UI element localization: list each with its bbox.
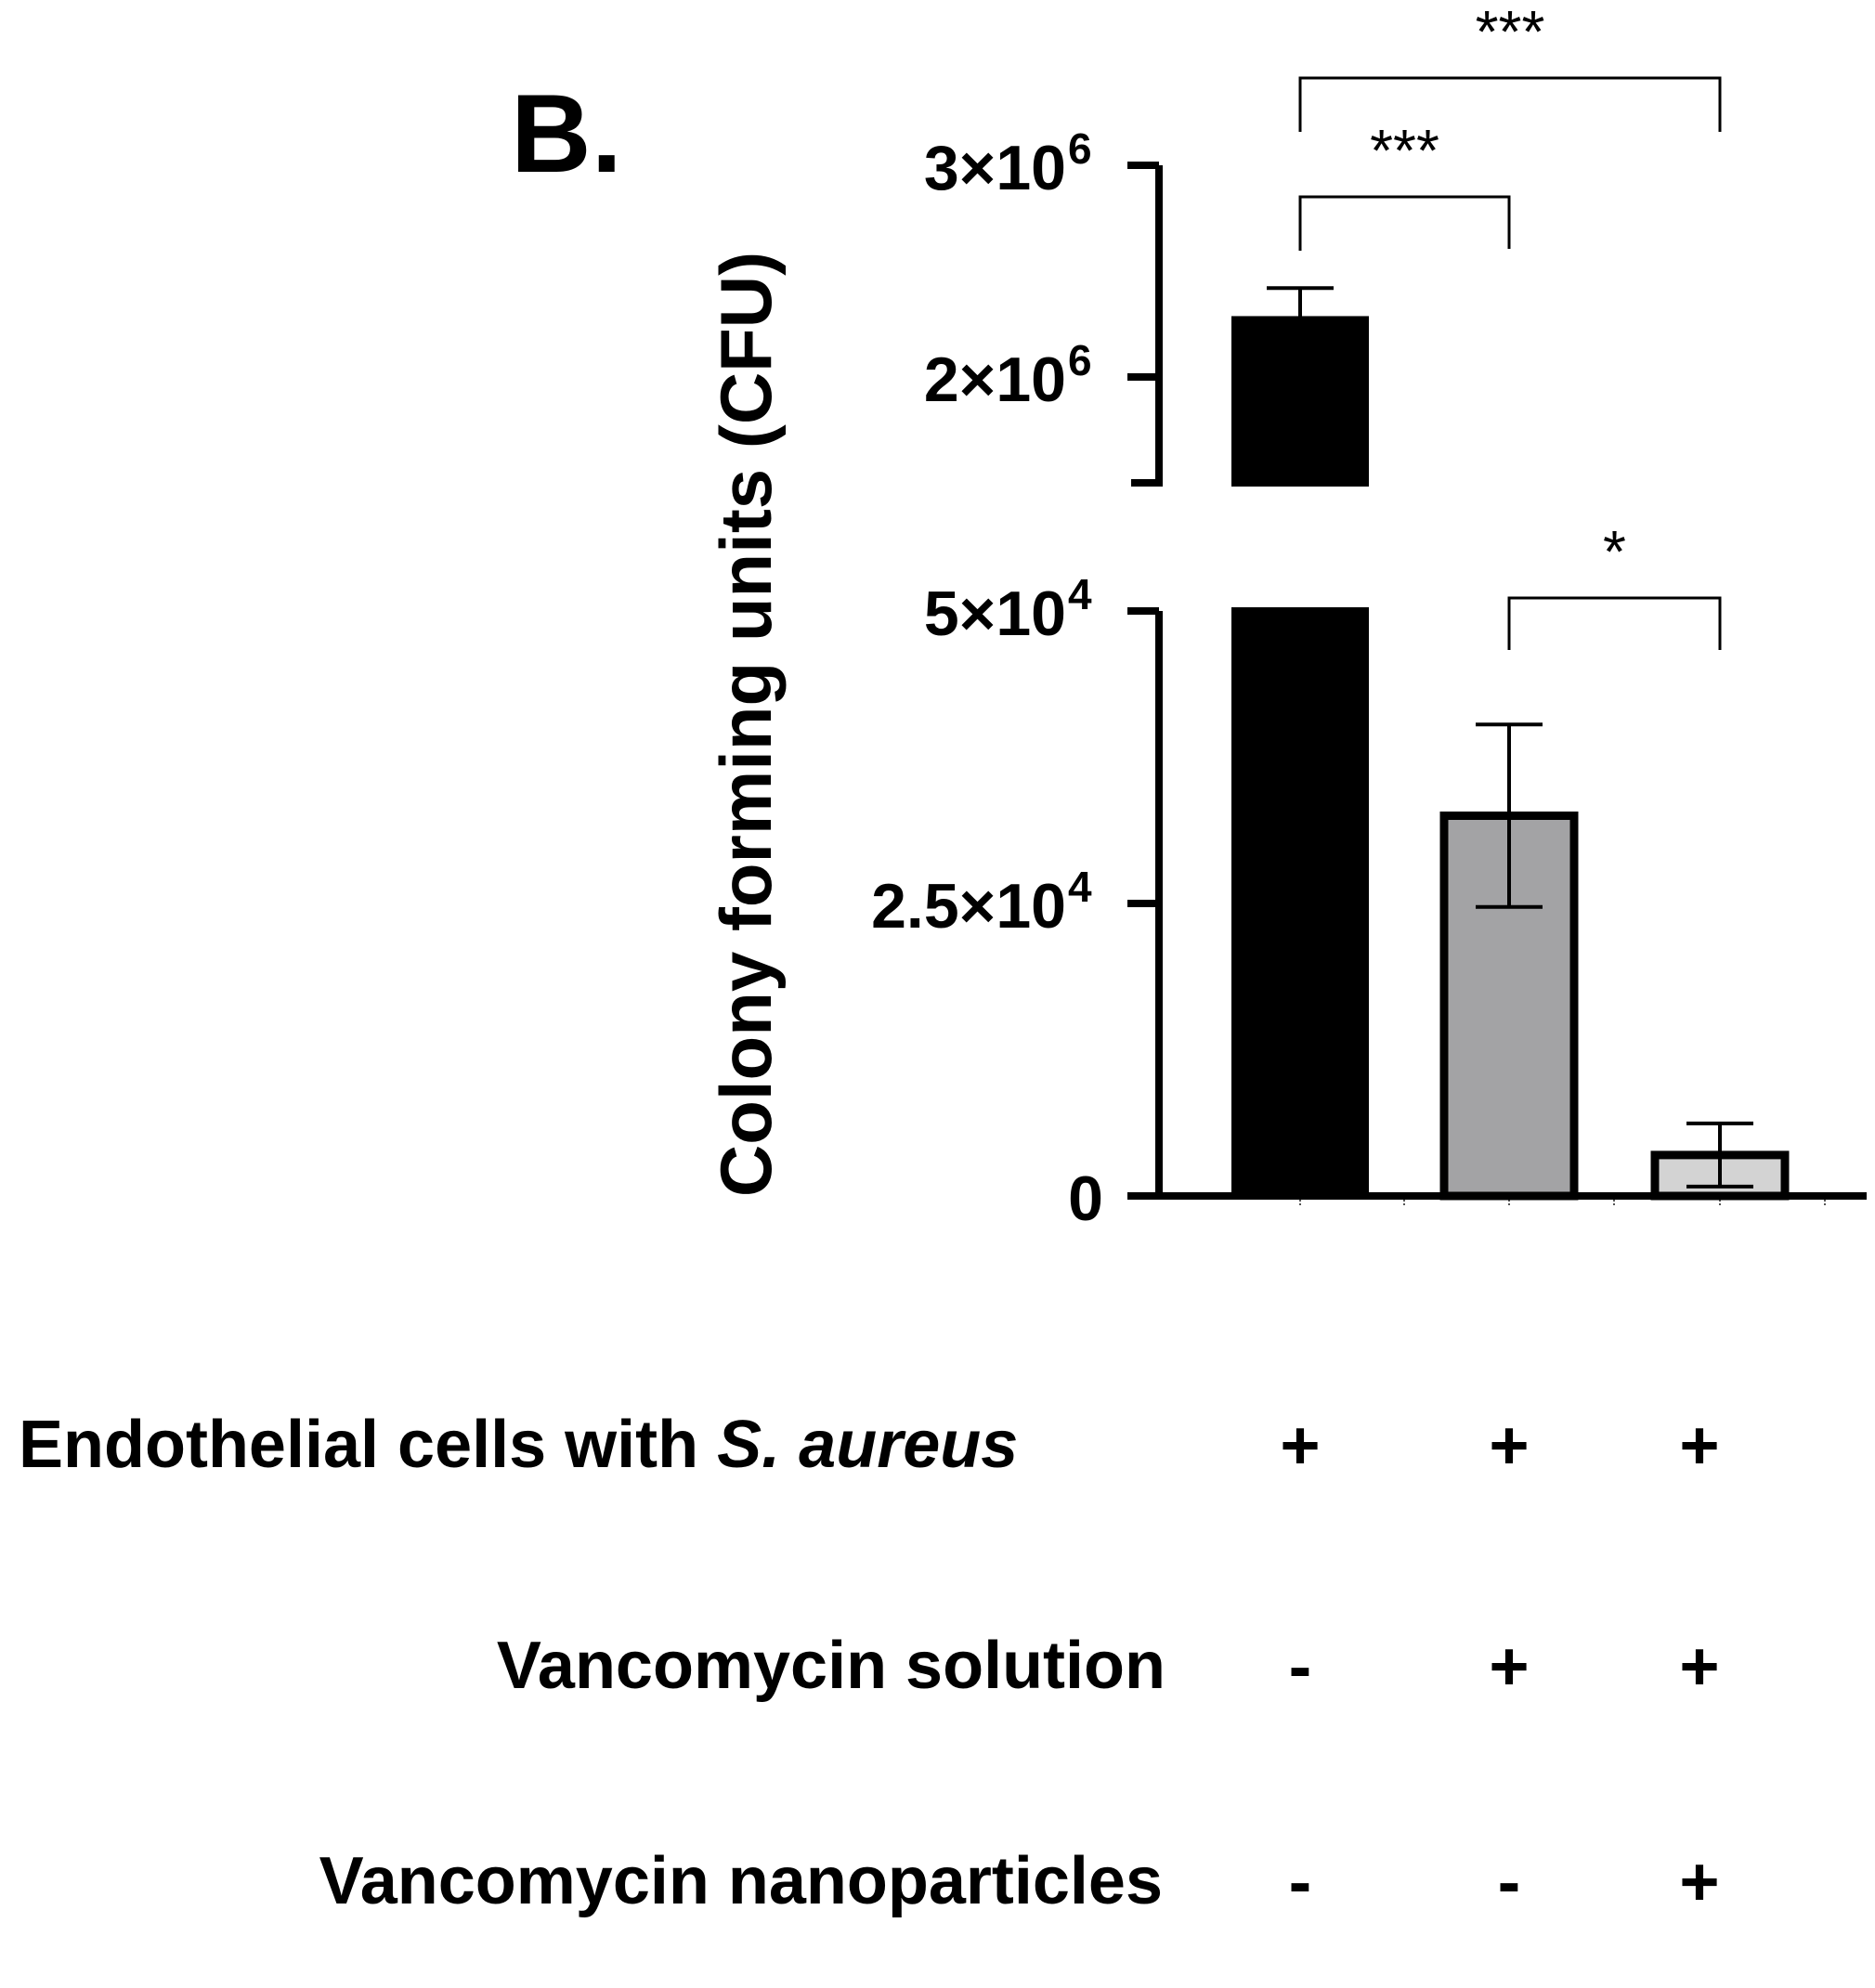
y-tick-label: 5×10 [924,578,1066,649]
condition-mark: - [1289,1628,1312,1705]
significance-label: * [1603,518,1626,585]
condition-mark: + [1489,1628,1529,1705]
condition-label: Vancomycin nanoparticles [319,1844,1163,1918]
condition-mark: + [1280,1407,1320,1484]
y-tick-label: 2×10 [924,344,1066,415]
bar-lower [1231,607,1369,1200]
significance-label: *** [1476,0,1545,65]
y-tick-exponent: 4 [1068,570,1092,618]
y-tick-exponent: 6 [1068,336,1092,384]
condition-label: Vancomycin solution [497,1629,1165,1703]
y-axis-label: Colony forming units (CFU) [705,252,787,1197]
significance-brackets: ******* [1298,0,1722,650]
y-ticks: 02.5×10 45×10 42×10 63×10 6 [871,124,1159,1234]
y-tick-exponent: 4 [1068,863,1092,911]
condition-mark: - [1289,1843,1312,1920]
condition-mark: - [1498,1843,1521,1920]
y-tick-label: 3×10 [924,133,1066,203]
condition-mark: + [1679,1407,1719,1484]
condition-mark: + [1489,1407,1529,1484]
bar-upper [1231,316,1369,487]
panel-label: B. [511,71,622,196]
y-tick-label: 2.5×10 [871,871,1066,942]
significance-bracket [1298,195,1511,251]
condition-mark: + [1679,1628,1719,1705]
condition-mark: + [1679,1843,1719,1920]
condition-table: Endothelial cells with S. aureus + + + Vanco… [19,1407,1720,1920]
error-bars [1267,286,1753,1189]
significance-bracket [1298,76,1722,132]
significance-bracket [1507,596,1722,650]
condition-label: Endothelial cells with S. aureus [19,1408,1018,1482]
y-tick-exponent: 6 [1068,124,1092,173]
y-tick-label: 0 [1068,1163,1103,1234]
significance-label: *** [1370,117,1439,184]
